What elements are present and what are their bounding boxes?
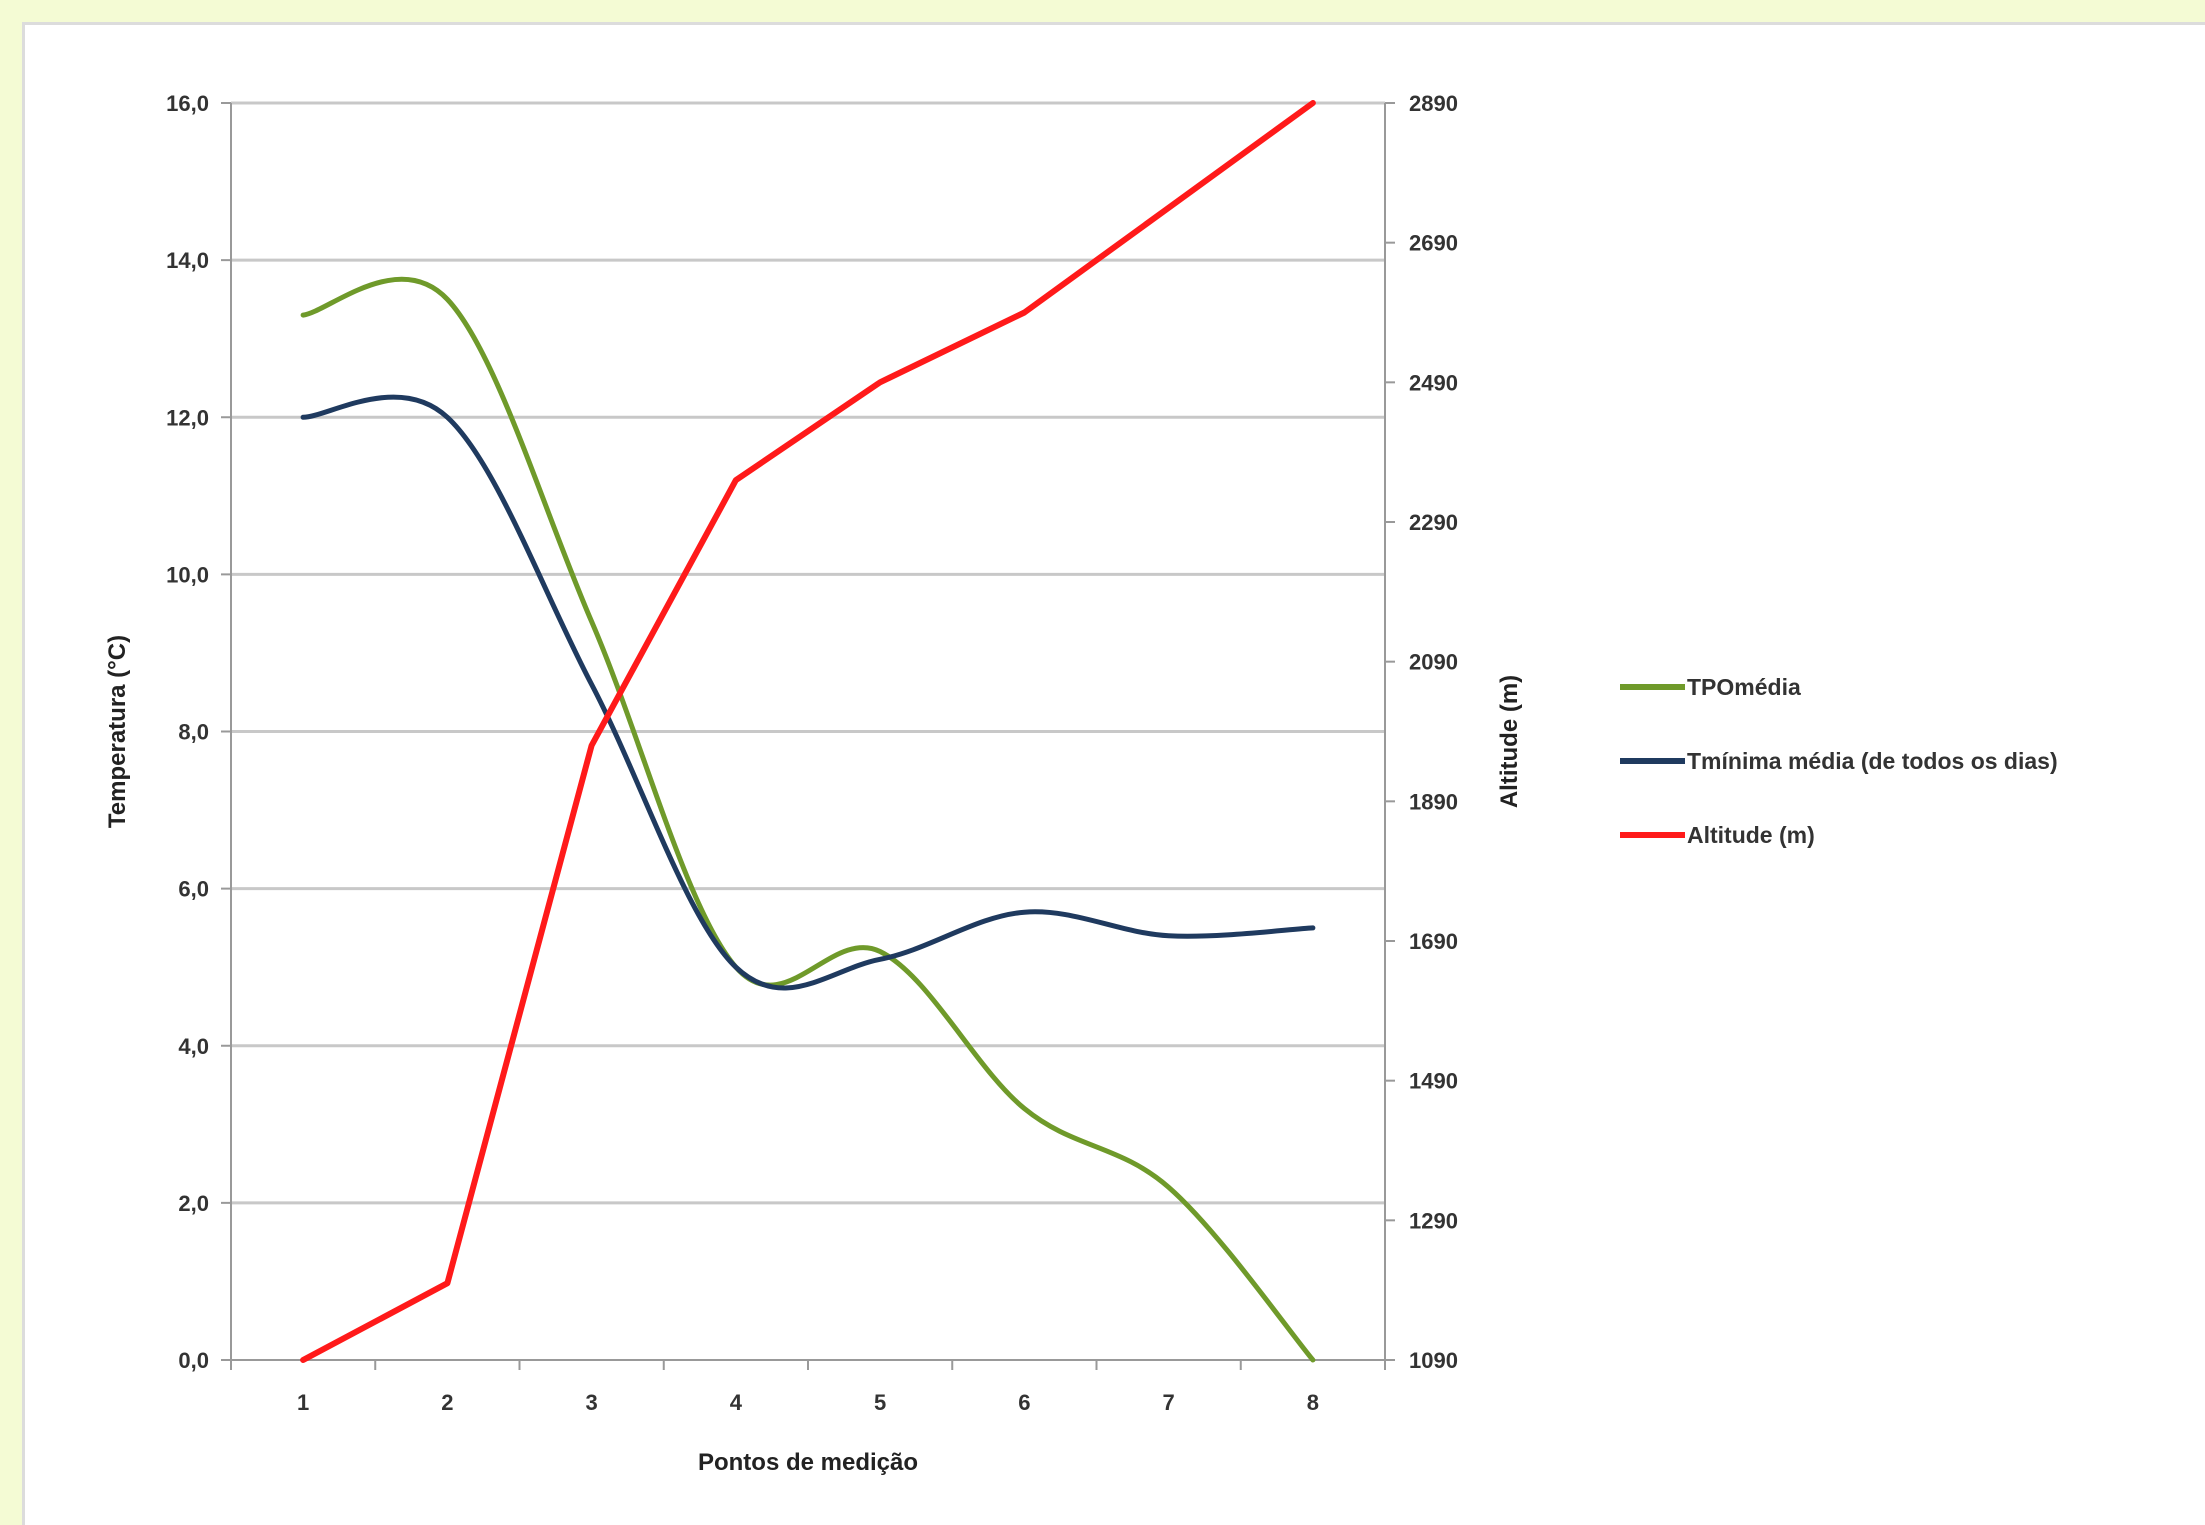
y-tick-label: 0,0 [178, 1348, 209, 1373]
x-tick-label: 1 [297, 1390, 309, 1415]
y-tick-label: 12,0 [166, 405, 209, 430]
y-axis-title: Temperatura (°C) [104, 635, 131, 828]
y-tick-label: 16,0 [166, 91, 209, 116]
legend: TPOmédia Tmínima média (de todos os dias)… [1620, 674, 2058, 848]
legend-label: TPOmédia [1687, 674, 1801, 700]
x-tick-label: 4 [730, 1390, 743, 1415]
y-tick-label: 10,0 [166, 562, 209, 587]
y-tick-label: 6,0 [178, 877, 209, 902]
x-tick-label: 5 [874, 1390, 886, 1415]
line-chart: 0,0 2,0 4,0 6,0 8,0 10,0 12,0 14,0 16,0 1090 1290 1… [104, 91, 2058, 1476]
x-tick-label: 2 [441, 1390, 453, 1415]
y2-tick-label: 2290 [1409, 510, 1458, 535]
series-line-1 [300, 276, 1316, 1363]
series-line-2 [300, 394, 1316, 991]
x-tick-label: 8 [1307, 1390, 1319, 1415]
y2-tick-label: 1890 [1409, 789, 1458, 814]
x-tick-label: 3 [586, 1390, 598, 1415]
x-tick-label: 6 [1018, 1390, 1030, 1415]
axes: 0,0 2,0 4,0 6,0 8,0 10,0 12,0 14,0 16,0 1090 1290 1… [166, 91, 1458, 1415]
y2-tick-label: 2490 [1409, 370, 1458, 395]
x-axis-title: Pontos de medição [698, 1449, 918, 1476]
y-tick-label: 8,0 [178, 720, 209, 745]
x-tick-label: 7 [1163, 1390, 1175, 1415]
y2-tick-label: 2890 [1409, 91, 1458, 116]
y2-tick-label: 1090 [1409, 1348, 1458, 1373]
chart-frame: 0,0 2,0 4,0 6,0 8,0 10,0 12,0 14,0 16,0 1090 1290 1… [22, 22, 2205, 1525]
series-line-3 [300, 100, 1316, 1363]
y2-tick-label: 2690 [1409, 231, 1458, 256]
legend-label: Tmínima média (de todos os dias) [1687, 748, 2058, 774]
y2-tick-label: 1290 [1409, 1208, 1458, 1233]
y-tick-label: 4,0 [178, 1034, 209, 1059]
y2-tick-label: 1490 [1409, 1069, 1458, 1094]
y2-axis-title: Altitude (m) [1496, 675, 1523, 808]
y2-tick-label: 1690 [1409, 929, 1458, 954]
y2-tick-label: 2090 [1409, 650, 1458, 675]
series-lines [300, 100, 1316, 1363]
gridlines [231, 101, 1385, 1205]
legend-label: Altitude (m) [1687, 822, 1815, 848]
y-tick-label: 14,0 [166, 248, 209, 273]
y-tick-label: 2,0 [178, 1191, 209, 1216]
